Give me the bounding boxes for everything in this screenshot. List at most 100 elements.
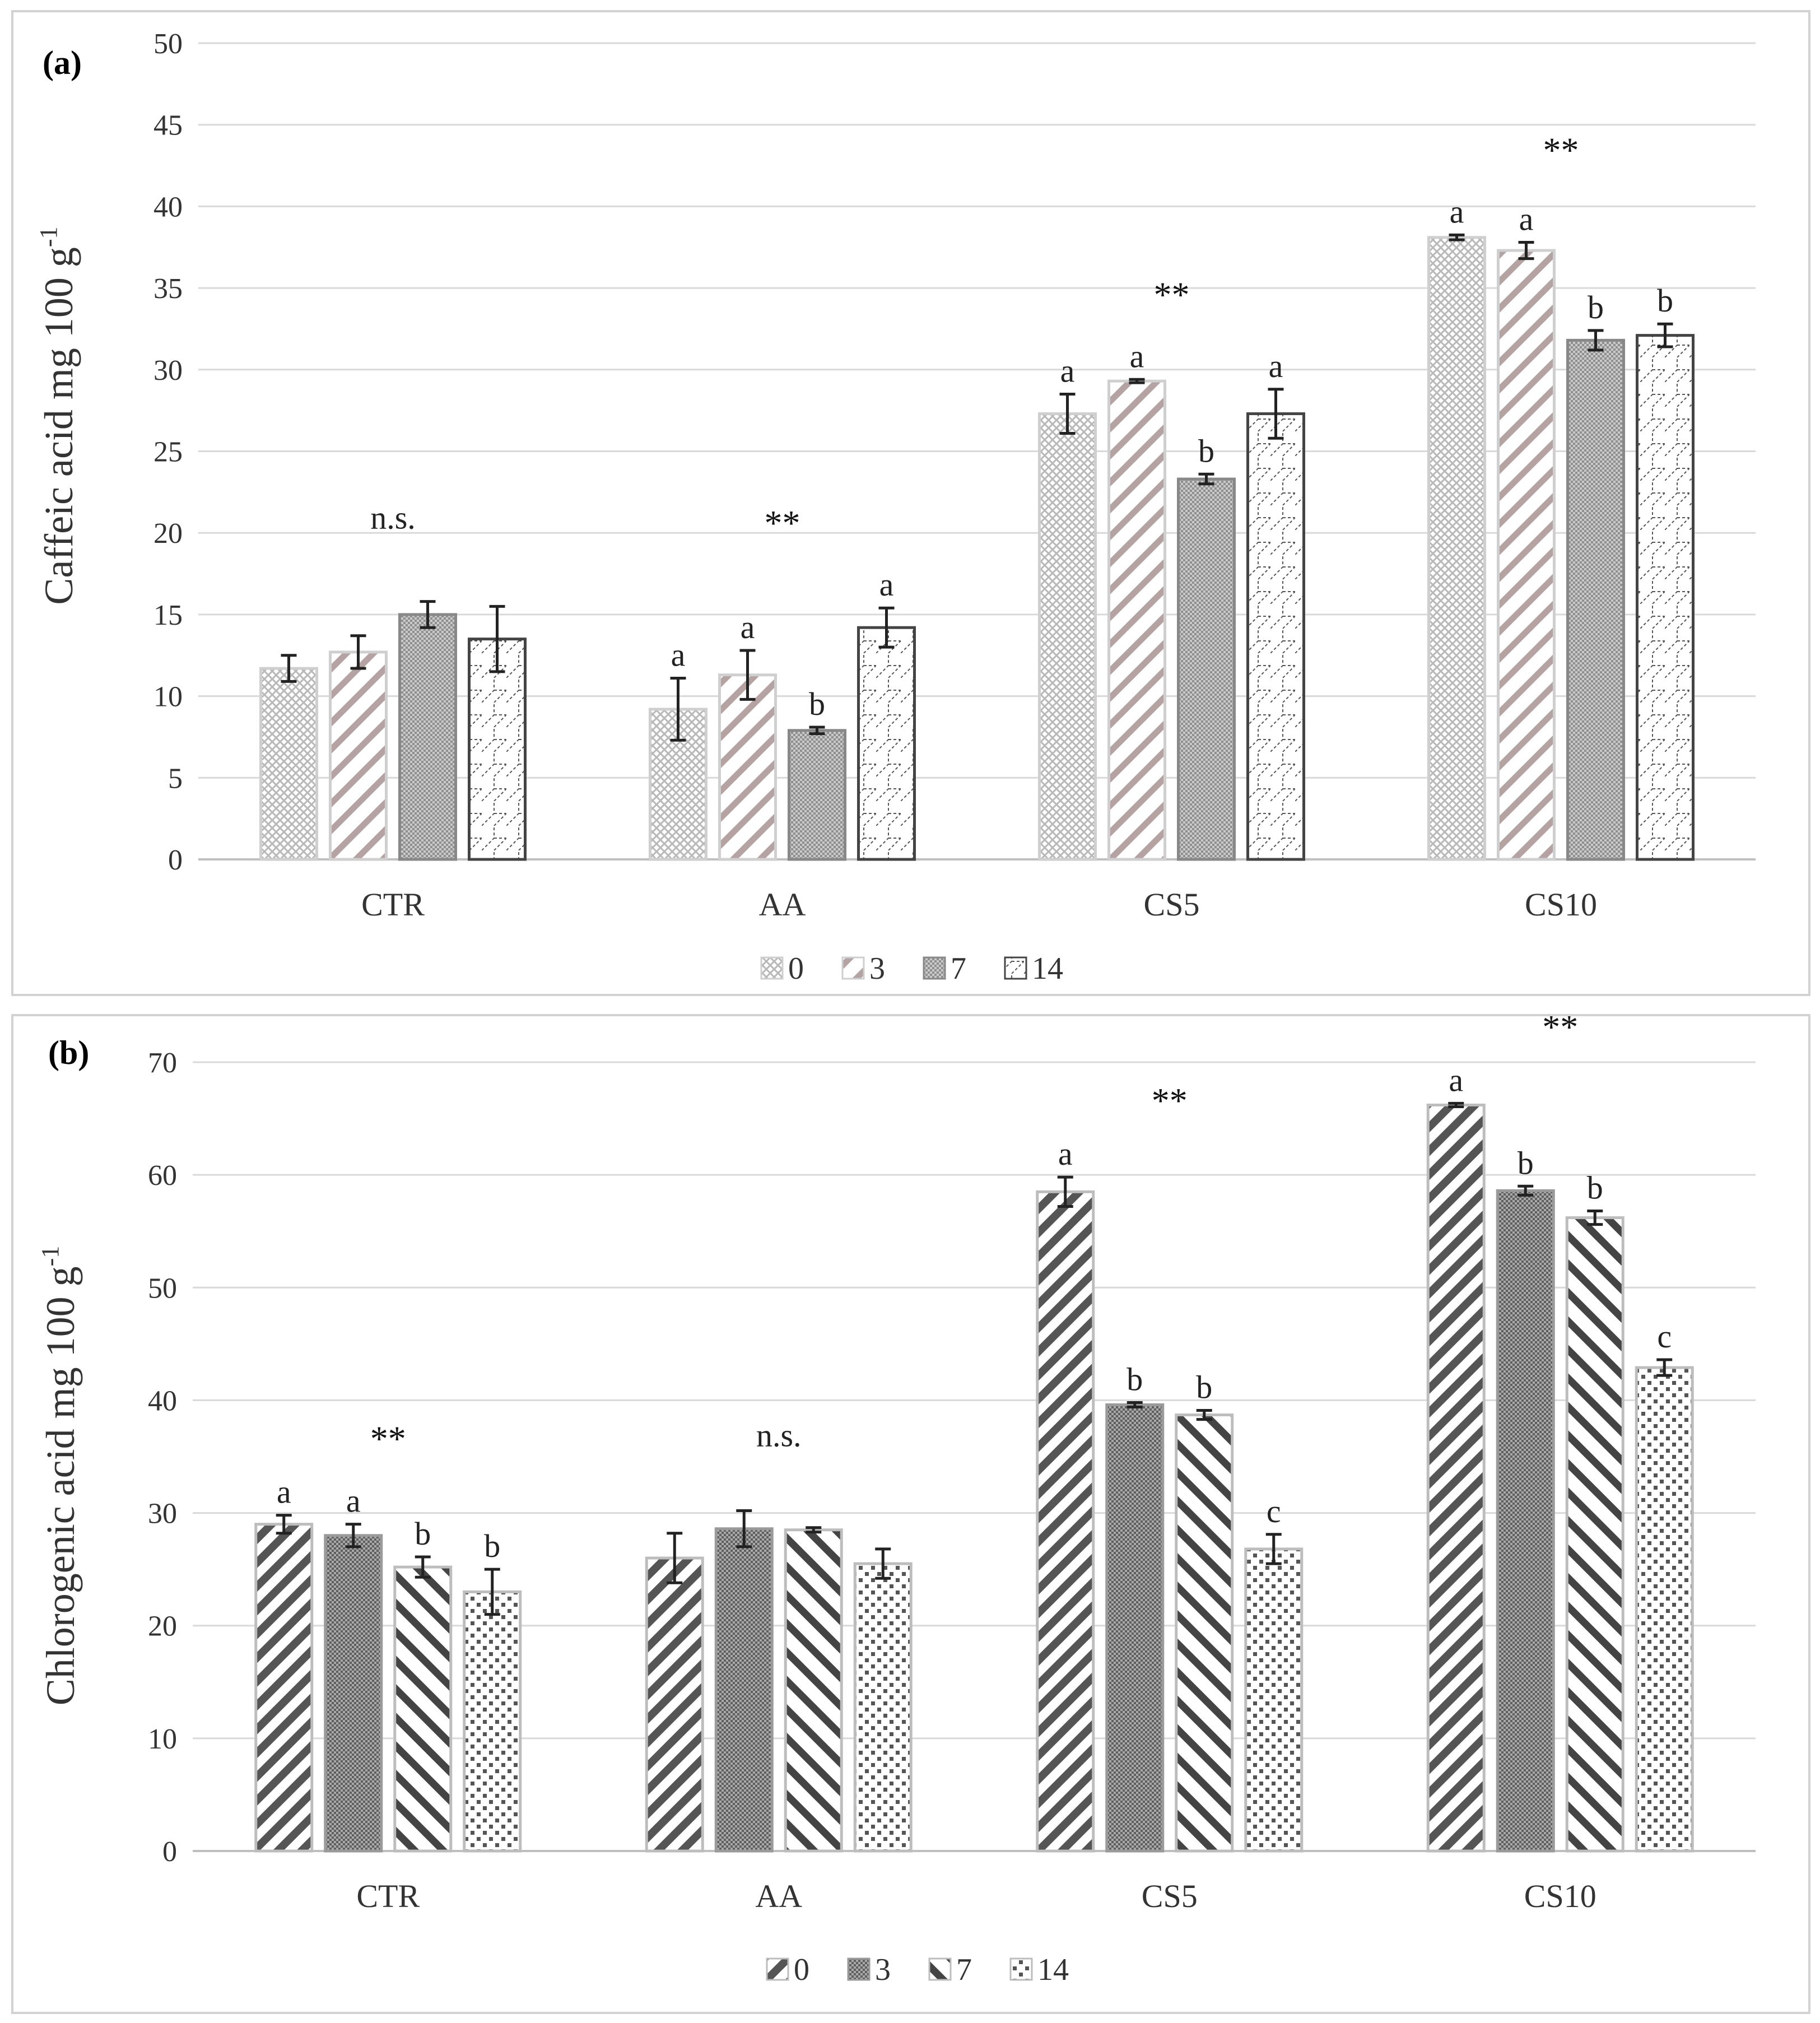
legend-label-day7: 7 — [956, 1952, 972, 1987]
bar-CS5-day7 — [1177, 477, 1236, 861]
y-tick-label: 15 — [153, 599, 183, 631]
y-tick-label: 10 — [153, 681, 183, 713]
bar-AA-day7 — [788, 729, 846, 861]
y-tick-label: 60 — [148, 1160, 177, 1192]
panel-label-a: (a) — [43, 44, 82, 81]
grid-a: 0 5 10 15 20 25 30 35 40 45 50 — [153, 28, 1756, 876]
legend-swatch-day7 — [928, 1957, 952, 1981]
significance-letter: b — [1518, 1145, 1534, 1181]
legend-label-day3: 3 — [875, 1952, 891, 1987]
bar-CS10-day0 — [1427, 236, 1486, 861]
legend-label-day7: 7 — [951, 951, 966, 986]
panel-label-b: (b) — [48, 1034, 89, 1071]
y-tick-label: 40 — [153, 191, 183, 223]
y-axis-label-a-sup: -1 — [35, 226, 62, 247]
bar-CTR-day3 — [324, 1534, 383, 1853]
legend-label-day3: 3 — [869, 951, 885, 986]
bar-AA-day3 — [714, 1527, 774, 1853]
y-tick-label: 0 — [168, 844, 183, 876]
legend-label-day14: 14 — [1032, 951, 1063, 986]
legend-swatch-day3 — [841, 956, 865, 980]
x-tick-label-AA: AA — [755, 1878, 802, 1914]
bar-CTR-day7 — [398, 613, 457, 861]
group-significance: ** — [765, 503, 800, 543]
significance-letter: a — [741, 609, 755, 645]
group-significance: ** — [1154, 275, 1190, 314]
x-tick-label-CS5: CS5 — [1142, 1878, 1198, 1914]
group-significance: ** — [1543, 130, 1579, 170]
bar-CS5-day7 — [1175, 1413, 1234, 1853]
grid-b: 0 10 20 30 40 50 60 70 — [148, 1047, 1756, 1868]
y-axis-label-b-sup: -1 — [36, 1246, 64, 1267]
legend-label-day0: 0 — [794, 1952, 809, 1987]
bar-CS10-day14 — [1636, 334, 1695, 861]
y-tick-label: 45 — [153, 110, 183, 142]
significance-letter: b — [1127, 1361, 1143, 1397]
group-significance: n.s. — [756, 1417, 802, 1454]
bar-CS10-day14 — [1635, 1366, 1694, 1853]
significance-letter: b — [1198, 432, 1214, 469]
y-tick-label: 70 — [148, 1047, 177, 1079]
significance-letter: a — [1130, 338, 1144, 374]
bar-CS5-day0 — [1036, 1190, 1095, 1853]
y-tick-label: 0 — [162, 1836, 177, 1868]
bar-CTR-day7 — [393, 1565, 453, 1853]
bar-CS10-day7 — [1566, 338, 1625, 861]
legend-label-day14: 14 — [1037, 1952, 1069, 1987]
y-axis-label-b-text: Chlorogenic acid mg 100 g — [38, 1266, 83, 1705]
bar-CS10-day3 — [1496, 1189, 1555, 1853]
y-tick-label: 40 — [148, 1385, 177, 1417]
significance-letter: c — [1267, 1493, 1281, 1529]
legend-label-day0: 0 — [788, 951, 804, 986]
y-tick-label: 35 — [153, 273, 183, 305]
bar-AA-day3 — [718, 673, 777, 861]
significance-letter: a — [1058, 1136, 1073, 1172]
x-tick-label-CTR: CTR — [356, 1878, 420, 1914]
bar-AA-day14 — [853, 1562, 913, 1853]
bar-AA-day0 — [645, 1556, 704, 1853]
significance-letter: b — [484, 1528, 500, 1564]
significance-letter: b — [415, 1515, 431, 1552]
significance-letter: c — [1657, 1318, 1672, 1355]
bar-CS5-day3 — [1107, 379, 1166, 861]
y-tick-label: 50 — [153, 28, 183, 60]
significance-letter: a — [1269, 348, 1283, 384]
panel-a: 0 5 10 15 20 25 30 35 40 45 50 CTR n.s. a a b a AA ** a a b a… — [11, 10, 1810, 996]
legend-b: 0 3 7 14 — [766, 1952, 1069, 1987]
legend-a: 0 3 7 14 — [760, 951, 1063, 986]
significance-letter: a — [1060, 353, 1075, 389]
y-tick-label: 30 — [153, 355, 183, 387]
significance-letter: a — [671, 637, 686, 673]
significance-letter: a — [1449, 1062, 1463, 1098]
group-significance: ** — [1542, 1016, 1578, 1047]
bars-b — [254, 1101, 1694, 1853]
significance-letter: a — [879, 566, 894, 603]
y-tick-label: 50 — [148, 1272, 177, 1304]
y-tick-label: 20 — [153, 518, 183, 550]
legend-swatch-day14 — [1004, 956, 1027, 980]
x-tick-label-CS10: CS10 — [1525, 886, 1597, 923]
y-axis-label-a: Caffeic acid mg 100 g-1 — [35, 226, 81, 604]
significance-letter: b — [1587, 1170, 1603, 1206]
bar-CS5-day14 — [1246, 412, 1305, 861]
group-significance: n.s. — [370, 500, 416, 536]
legend-swatch-day0 — [760, 956, 784, 980]
panel-b: 0 10 20 30 40 50 60 70 a a b b CTR ** AA n.s. a b b c CS5 **… — [11, 1014, 1810, 2014]
bars-a — [259, 233, 1695, 861]
bar-CTR-day3 — [329, 650, 388, 861]
group-significance: ** — [1152, 1081, 1188, 1120]
y-tick-label: 30 — [148, 1498, 177, 1530]
bar-CTR-day0 — [254, 1523, 314, 1853]
y-tick-label: 20 — [148, 1611, 177, 1643]
significance-letter: a — [277, 1474, 291, 1510]
significance-letter: a — [1450, 193, 1464, 230]
bar-CS10-day0 — [1426, 1103, 1486, 1853]
bar-CTR-day0 — [259, 667, 318, 861]
x-tick-label-CS10: CS10 — [1524, 1878, 1596, 1914]
legend-swatch-day0 — [766, 1957, 789, 1981]
significance-letter: b — [1588, 289, 1604, 325]
